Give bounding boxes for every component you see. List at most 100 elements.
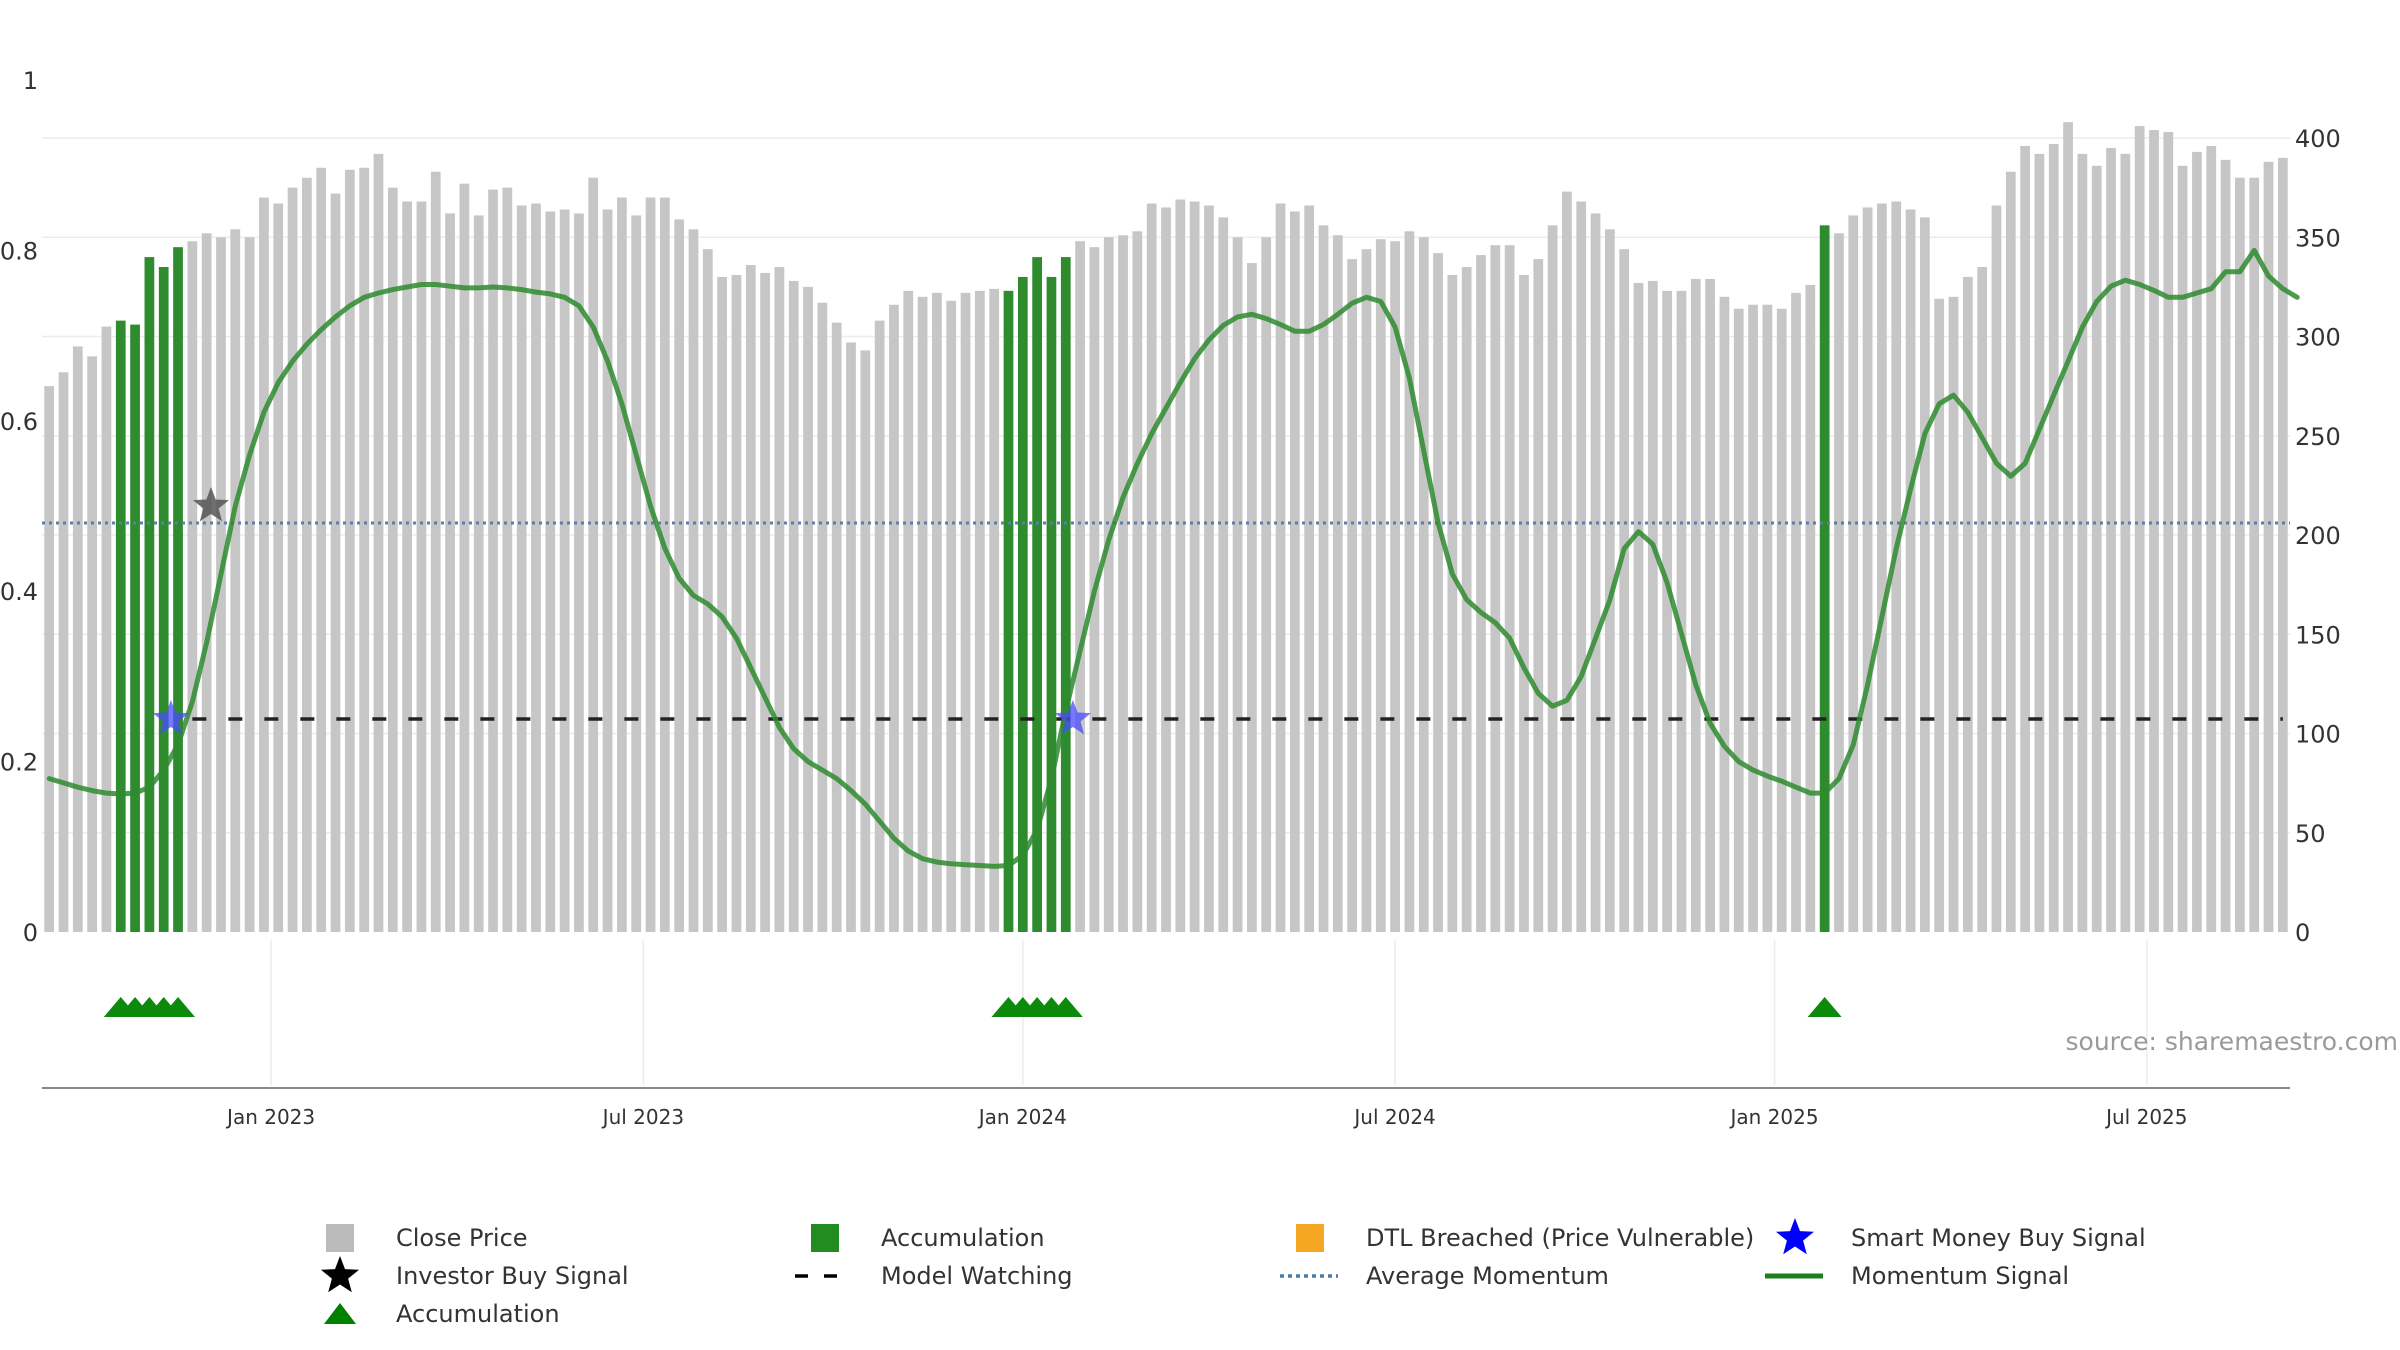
close-price-bar xyxy=(1289,211,1300,932)
right-axis-tick-label: 100 xyxy=(2295,721,2341,749)
close-price-bar xyxy=(559,209,570,932)
close-price-bar xyxy=(1318,225,1329,933)
momentum-signal-line xyxy=(46,247,2300,869)
legend-item: Model Watching xyxy=(795,1262,1073,1290)
close-price-bar xyxy=(588,177,599,932)
close-price-bar xyxy=(1118,235,1128,932)
close-price-bar xyxy=(1547,225,1558,933)
close-price-bar xyxy=(1404,231,1415,933)
close-price-bar xyxy=(230,229,241,932)
accumulation-bar xyxy=(1060,257,1071,933)
close-price-bar xyxy=(387,187,398,932)
close-price-bar xyxy=(2134,126,2145,933)
close-price-bar xyxy=(1719,296,1730,932)
close-price-bar xyxy=(974,290,985,933)
close-price-bar xyxy=(1247,263,1257,932)
left-axis-tick-label: 1 xyxy=(23,67,38,95)
close-price-bars xyxy=(44,122,2288,933)
legend-label: Model Watching xyxy=(881,1262,1073,1290)
close-price-bar xyxy=(1905,209,1916,932)
close-price-bar xyxy=(574,213,584,932)
close-price-bar xyxy=(932,292,942,933)
close-price-bar xyxy=(1146,203,1157,932)
x-tick-label: Jul 2025 xyxy=(2104,1105,2187,1129)
close-price-bar xyxy=(745,265,756,932)
close-price-bar xyxy=(2192,151,2202,932)
close-price-bar xyxy=(1204,205,1214,933)
right-axis-tick-label: 0 xyxy=(2295,919,2310,947)
close-price-bar xyxy=(1375,239,1386,933)
close-price-bar xyxy=(903,290,914,933)
close-price-bar xyxy=(2005,171,2016,932)
left-axis-tick-label: 0.2 xyxy=(0,749,38,777)
close-price-bar xyxy=(1791,292,1801,933)
close-price-bar xyxy=(659,197,670,933)
close-price-bar xyxy=(860,350,871,932)
close-price-bar xyxy=(545,211,556,932)
close-price-bar xyxy=(1605,229,1615,932)
close-price-bar xyxy=(1633,282,1644,932)
close-price-bar xyxy=(1218,217,1229,932)
close-price-bar xyxy=(989,288,1000,932)
x-tick-label: Jan 2025 xyxy=(1728,1105,1818,1129)
accumulation-bar xyxy=(130,324,140,933)
legend-label: Investor Buy Signal xyxy=(396,1262,629,1290)
close-price-bar xyxy=(946,300,957,932)
close-price-bar xyxy=(1562,191,1572,933)
smart-money-buy-signal-star xyxy=(1054,700,1091,735)
close-price-bar xyxy=(2220,159,2231,932)
close-price-bar xyxy=(2120,153,2131,932)
close-price-bar xyxy=(688,229,699,932)
close-price-bar xyxy=(1962,276,1973,932)
smart-money-buy-signal-star xyxy=(152,700,189,735)
close-price-bar xyxy=(1361,249,1372,932)
accumulation-triangle-marker xyxy=(161,997,196,1017)
close-price-bar xyxy=(1504,245,1515,932)
close-price-bar xyxy=(244,237,255,932)
close-price-bar xyxy=(2048,143,2059,932)
legend-item: Close Price xyxy=(326,1224,528,1252)
close-price-bar xyxy=(44,386,55,932)
legend-item: Smart Money Buy Signal xyxy=(1776,1218,2146,1255)
close-price-bar xyxy=(259,197,269,933)
close-price-bar xyxy=(1834,233,1844,932)
close-price-bar xyxy=(1189,201,1200,932)
close-price-bar xyxy=(1762,304,1773,932)
close-price-bar xyxy=(72,346,83,932)
left-axis-tick-label: 0.8 xyxy=(0,237,38,265)
close-price-bar xyxy=(430,171,441,932)
legend-label: Accumulation xyxy=(881,1224,1045,1252)
close-price-bar xyxy=(2063,122,2073,933)
close-price-bar xyxy=(416,201,427,932)
x-tick-label: Jan 2023 xyxy=(225,1105,315,1129)
legend-item: Accumulation xyxy=(811,1224,1045,1252)
close-price-bar xyxy=(1275,203,1286,932)
close-price-bar xyxy=(731,274,742,933)
accumulation-bar xyxy=(115,320,126,932)
close-price-bar xyxy=(1934,298,1945,932)
close-price-bar xyxy=(1920,217,1930,932)
legend-star-icon xyxy=(1776,1218,1814,1255)
close-price-bar xyxy=(1261,237,1272,932)
legend-label: Smart Money Buy Signal xyxy=(1851,1224,2146,1252)
investor-buy-signal-star xyxy=(192,487,229,522)
close-price-bar xyxy=(1733,308,1744,933)
close-price-bar xyxy=(1161,207,1171,933)
close-price-bar xyxy=(889,304,899,932)
close-price-bar xyxy=(2263,161,2274,932)
close-price-bar xyxy=(1347,259,1358,933)
close-price-bar xyxy=(1332,235,1343,932)
close-price-bar xyxy=(101,326,112,932)
close-price-bar xyxy=(2206,145,2217,932)
close-price-bar xyxy=(516,205,527,933)
right-axis-tick-label: 300 xyxy=(2295,324,2341,352)
legend-star-icon xyxy=(321,1256,359,1293)
close-price-bar xyxy=(2077,153,2088,932)
accumulation-bar xyxy=(1003,290,1014,933)
right-axis-tick-label: 50 xyxy=(2295,820,2326,848)
accumulation-bar xyxy=(144,257,155,933)
close-price-bar xyxy=(187,241,198,933)
accumulation-bar xyxy=(1032,257,1043,933)
close-price-bar xyxy=(2020,145,2030,932)
